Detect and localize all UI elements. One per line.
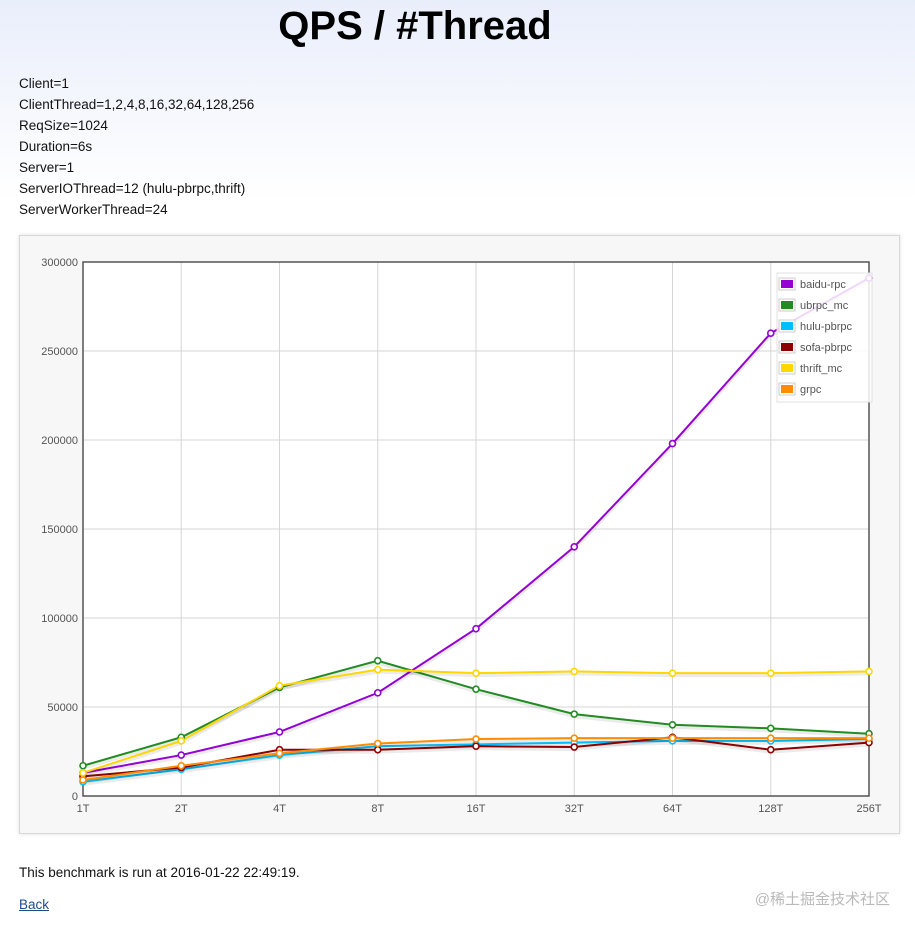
- x-tick-label: 1T: [77, 803, 90, 815]
- x-tick-label: 4T: [273, 803, 286, 815]
- benchmark-params: Client=1 ClientThread=1,2,4,8,16,32,64,1…: [19, 73, 254, 220]
- benchmark-timestamp: This benchmark is run at 2016-01-22 22:4…: [19, 865, 300, 880]
- data-point-thrift_mc: [177, 737, 186, 745]
- data-point-baidu-rpc: [472, 624, 480, 633]
- data-point-thrift_mc: [865, 667, 873, 676]
- param-line: ClientThread=1,2,4,8,16,32,64,128,256: [19, 97, 255, 112]
- data-point-thrift_mc: [79, 769, 87, 777]
- legend-label: baidu-rpc: [800, 279, 846, 291]
- legend-swatch-hulu-pbrpc: [781, 322, 793, 330]
- y-tick-label: 200000: [41, 435, 78, 447]
- legend-label: ubrpc_mc: [800, 300, 849, 312]
- param-line: Client=1: [19, 76, 69, 91]
- data-point-ubrpc_mc: [570, 710, 579, 718]
- data-point-baidu-rpc: [275, 728, 284, 736]
- back-link[interactable]: Back: [19, 897, 50, 912]
- legend-swatch-baidu-rpc: [781, 280, 793, 288]
- data-point-grpc: [865, 734, 873, 742]
- legend-box: [776, 272, 873, 403]
- data-point-thrift_mc: [472, 669, 480, 677]
- data-point-grpc: [472, 735, 480, 743]
- legend-swatch-sofa-pbrpc: [781, 343, 793, 351]
- y-tick-label: 0: [72, 791, 78, 803]
- legend-swatch-thrift_mc: [781, 364, 793, 372]
- data-point-baidu-rpc: [177, 751, 186, 759]
- data-point-sofa-pbrpc: [570, 743, 579, 751]
- legend-label: thrift_mc: [800, 363, 843, 375]
- data-point-sofa-pbrpc: [373, 745, 382, 754]
- x-tick-label: 128T: [758, 803, 783, 815]
- legend-swatch-ubrpc_mc: [781, 301, 793, 309]
- legend-swatch-grpc: [781, 385, 793, 393]
- data-point-ubrpc_mc: [79, 761, 87, 770]
- y-tick-label: 250000: [41, 346, 78, 358]
- data-point-grpc: [373, 739, 382, 748]
- legend-label: hulu-pbrpc: [800, 321, 852, 333]
- data-point-thrift_mc: [668, 669, 677, 677]
- data-point-grpc: [766, 734, 775, 742]
- y-tick-label: 150000: [41, 524, 78, 536]
- param-line: Duration=6s: [19, 139, 93, 154]
- param-line: ReqSize=1024: [19, 118, 108, 133]
- data-point-baidu-rpc: [570, 542, 579, 551]
- data-point-ubrpc_mc: [373, 656, 382, 665]
- data-point-grpc: [79, 776, 87, 784]
- param-line: ServerIOThread=12 (hulu-pbrpc,thrift): [19, 181, 246, 196]
- qps-line-chart: 0 50000 100000 150000 200000 250000 300000 1T 2T…: [41, 257, 882, 815]
- plot-border: [82, 261, 870, 797]
- data-point-baidu-rpc: [373, 688, 382, 697]
- x-tick-label: 8T: [371, 803, 384, 815]
- legend-label: sofa-pbrpc: [800, 342, 852, 354]
- data-point-grpc: [668, 734, 677, 742]
- data-point-baidu-rpc: [668, 439, 677, 448]
- data-point-grpc: [275, 749, 284, 758]
- data-point-sofa-pbrpc: [472, 742, 480, 750]
- x-tick-label: 256T: [856, 803, 881, 815]
- y-tick-label: 300000: [41, 257, 78, 269]
- data-point-grpc: [570, 734, 579, 742]
- data-point-baidu-rpc: [766, 329, 775, 337]
- data-point-thrift_mc: [373, 665, 382, 674]
- x-tick-label: 16T: [467, 803, 486, 815]
- param-line: ServerWorkerThread=24: [19, 202, 168, 217]
- data-point-ubrpc_mc: [472, 685, 480, 694]
- data-point-ubrpc_mc: [766, 724, 775, 733]
- data-point-thrift_mc: [275, 681, 284, 690]
- data-point-ubrpc_mc: [668, 720, 677, 729]
- y-tick-label: 100000: [41, 613, 78, 625]
- x-tick-label: 2T: [175, 803, 188, 815]
- page-title: QPS / #Thread: [278, 4, 552, 48]
- data-point-sofa-pbrpc: [766, 745, 775, 754]
- x-tick-label: 32T: [565, 803, 584, 815]
- data-point-thrift_mc: [766, 669, 775, 677]
- legend-label: grpc: [800, 384, 822, 396]
- data-point-thrift_mc: [570, 667, 579, 676]
- x-tick-label: 64T: [663, 803, 682, 815]
- chart-container: 0 50000 100000 150000 200000 250000 300000 1T 2T…: [19, 235, 900, 834]
- y-tick-label: 50000: [47, 702, 78, 714]
- param-line: Server=1: [19, 160, 75, 175]
- data-point-grpc: [177, 761, 186, 770]
- watermark: @稀土掘金技术社区: [754, 891, 890, 908]
